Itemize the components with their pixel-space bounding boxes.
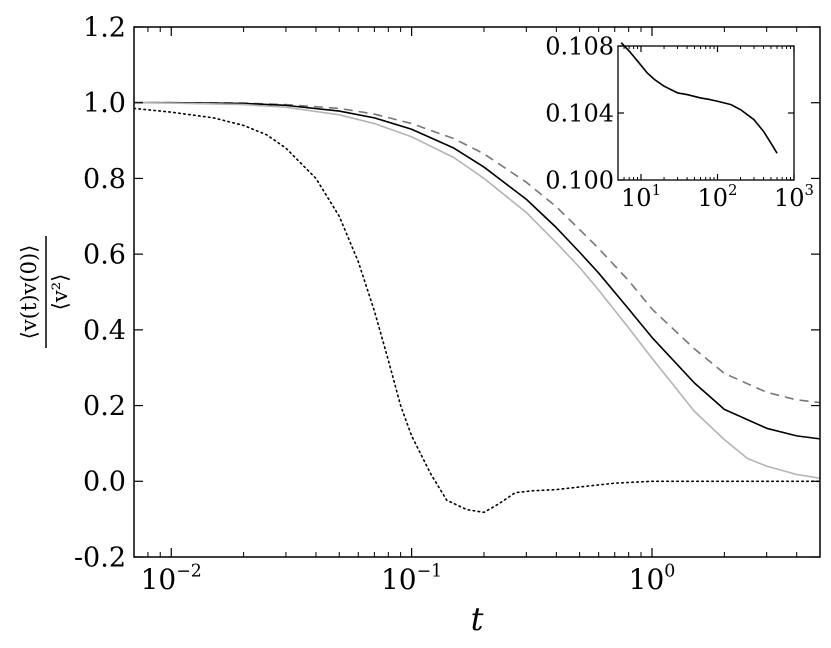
main-x-tick-label: 10−2 (141, 561, 202, 596)
inset-series-line-1 (620, 42, 778, 154)
inset-ticks-group (618, 45, 795, 181)
main-x-tick-label: 10−1 (381, 561, 442, 596)
main-y-tick-label: 0.8 (83, 164, 126, 195)
main-plot-frame (133, 26, 821, 558)
inset-y-tick-label: 0.100 (545, 166, 614, 194)
inset-tick-labels-group: 0.100 0.104 0.108 101 102 103 (545, 32, 814, 212)
y-axis-label: ⟨v(t)v(0)⟩ ⟨v²⟩ (17, 236, 72, 348)
inset-x-tick-label: 102 (698, 181, 738, 212)
main-y-tick-label: 0.0 (83, 467, 126, 498)
inset-series-group (620, 42, 778, 154)
main-series-line-4 (133, 107, 821, 514)
main-y-tick-label: 0.6 (83, 240, 126, 271)
main-y-tick-label: 1.0 (83, 88, 126, 119)
main-y-tick-label: 0.2 (83, 391, 126, 422)
main-series-line-1 (134, 101, 821, 404)
main-tick-labels-group: -0.2 0.0 0.2 0.4 0.6 0.8 1.0 1.2 10−2 10−1 100 (74, 12, 675, 596)
main-plot: -0.2 0.0 0.2 0.4 0.6 0.8 1.0 1.2 10−2 10−1 100 t ⟨… (17, 12, 821, 638)
inset-x-tick-label: 103 (774, 181, 814, 212)
main-series-line-2 (134, 101, 821, 440)
main-series-line-3 (133, 101, 821, 480)
main-series-group (133, 101, 821, 514)
main-y-tick-label: 1.2 (83, 12, 126, 43)
inset-y-tick-label: 0.108 (545, 32, 614, 60)
inset-plot: 0.100 0.104 0.108 101 102 103 (545, 32, 814, 212)
inset-y-tick-label: 0.104 (545, 99, 614, 127)
x-axis-label: t (471, 600, 484, 638)
main-y-tick-label: -0.2 (74, 542, 126, 573)
inset-x-tick-label: 101 (621, 181, 661, 212)
main-y-tick-label: 0.4 (83, 315, 126, 346)
y-axis-label-numerator: ⟨v(t)v(0)⟩ (17, 245, 41, 340)
main-x-tick-label: 100 (629, 561, 676, 596)
inset-background (618, 46, 794, 180)
main-ticks-group (134, 26, 820, 558)
y-axis-label-denominator: ⟨v²⟩ (48, 274, 72, 311)
